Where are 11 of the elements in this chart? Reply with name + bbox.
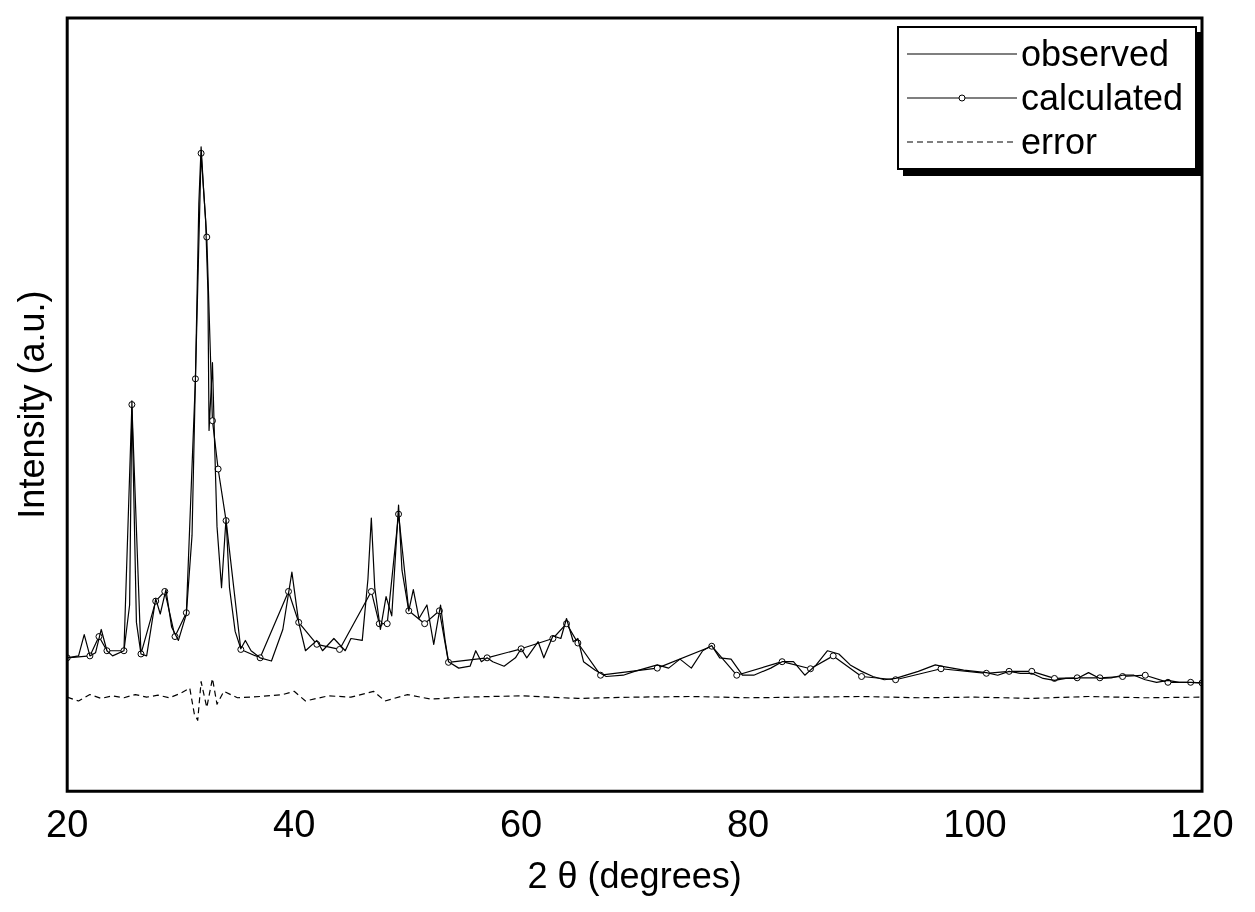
legend-label: calculated	[1020, 76, 1183, 120]
legend-label: observed	[1020, 32, 1169, 76]
x-axis-title: 2 θ (degrees)	[527, 855, 742, 897]
y-axis-title: Intensity (a.u.)	[10, 290, 52, 519]
x-tick-label: 60	[499, 803, 543, 846]
x-tick-label: 100	[943, 803, 1007, 846]
x-tick-label: 80	[726, 803, 770, 846]
x-tick-label: 40	[273, 803, 316, 846]
legend-label: error	[1020, 120, 1097, 164]
x-tick-label: 120	[1170, 803, 1234, 846]
x-tick-label: 20	[46, 803, 89, 846]
